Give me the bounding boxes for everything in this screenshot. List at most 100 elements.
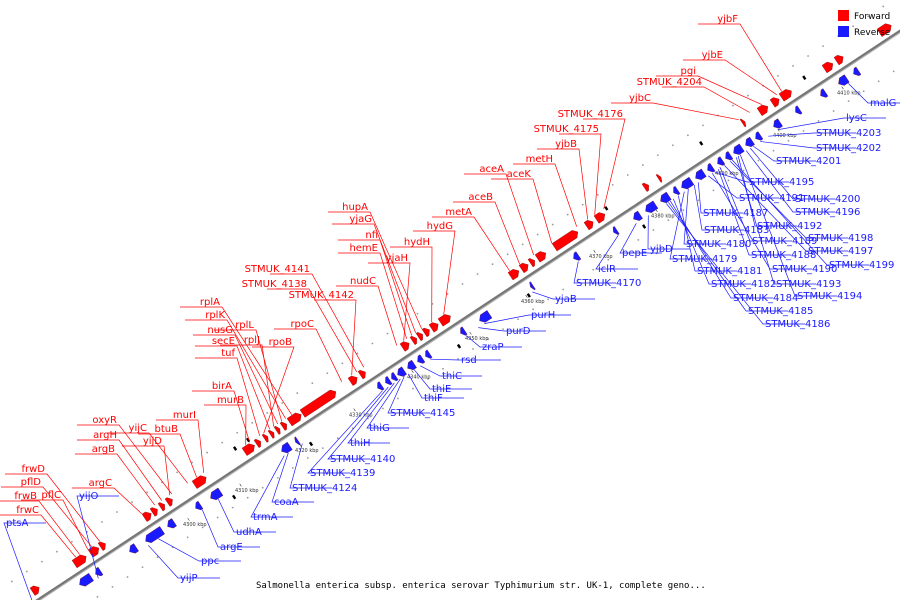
forward-label: STMUK_4176 <box>558 109 623 120</box>
reverse-dot <box>817 120 820 122</box>
forward-label: argH <box>93 430 117 441</box>
forward-leader <box>491 178 553 244</box>
forward-gene <box>769 97 780 108</box>
reverse-dot <box>547 298 550 301</box>
reverse-dot <box>892 70 895 73</box>
reverse-gene <box>745 136 755 147</box>
forward-label: frwB <box>14 491 37 502</box>
forward-gene-shape <box>261 433 269 443</box>
forward-label: oxyR <box>92 415 117 426</box>
reverse-leader <box>732 159 869 266</box>
reverse-gene-shape <box>695 168 707 180</box>
forward-label: murB <box>217 395 244 406</box>
forward-leader <box>156 419 205 473</box>
reverse-label: STMUK_4188 <box>751 250 816 261</box>
tick-label: 4370 kbp <box>589 254 613 260</box>
reverse-label: STMUK_4181 <box>697 266 762 277</box>
reverse-gene-shape <box>385 376 393 386</box>
tick-mark <box>299 444 302 447</box>
forward-leader <box>513 163 578 227</box>
reverse-label: STMUK_4187 <box>703 208 768 219</box>
reverse-dot <box>832 110 835 112</box>
forward-dot <box>702 124 704 127</box>
forward-leader <box>464 173 535 256</box>
forward-leader <box>338 239 413 336</box>
reverse-dot <box>397 397 399 400</box>
forward-gene <box>357 370 366 380</box>
reverse-label: STMUK_4193 <box>776 279 841 290</box>
reverse-dot <box>276 476 279 479</box>
reverse-label: trmA <box>253 512 278 523</box>
forward-label: rpoC <box>290 319 314 330</box>
forward-dot <box>266 412 269 414</box>
forward-gene-shape <box>534 251 547 263</box>
reverse-dot <box>787 139 790 142</box>
forward-dot <box>641 164 644 166</box>
forward-gene <box>641 182 649 192</box>
forward-label: aceA <box>479 164 504 175</box>
forward-gene-shape <box>97 541 106 551</box>
forward-gene-shape <box>141 511 152 522</box>
reverse-dot <box>532 308 535 311</box>
reverse-gene <box>725 151 734 161</box>
reverse-label: lysC <box>846 113 867 124</box>
reverse-gene <box>795 105 803 115</box>
reverse-dot <box>862 90 865 93</box>
forward-label: nfi <box>365 230 378 241</box>
forward-gene <box>399 341 410 352</box>
reverse-gene-shape <box>129 543 139 554</box>
reverse-leader <box>347 382 395 444</box>
reverse-gene-shape <box>820 88 829 98</box>
forward-gene <box>273 425 281 435</box>
reverse-leader <box>739 154 837 297</box>
reverse-gene <box>681 176 695 190</box>
forward-label: STMUK_4138 <box>242 279 307 290</box>
forward-gene <box>149 507 158 517</box>
reverse-leader <box>666 203 805 325</box>
reverse-gene-shape <box>681 176 695 190</box>
reverse-dot <box>126 576 129 578</box>
forward-gene-shape <box>267 429 275 439</box>
forward-gene-shape <box>399 341 410 352</box>
reverse-dot <box>427 377 429 380</box>
reverse-label: udhA <box>236 527 262 538</box>
tick-mark <box>525 294 528 298</box>
reverse-gene <box>479 310 493 323</box>
forward-dot <box>446 293 449 295</box>
forward-gene-shape <box>507 269 520 281</box>
forward-dot <box>176 471 178 474</box>
forward-gene <box>261 433 269 443</box>
forward-leader <box>107 432 188 484</box>
forward-label: secE <box>212 336 235 347</box>
forward-gene-shape <box>527 258 535 268</box>
reverse-leader <box>595 235 638 270</box>
forward-label: frwC <box>16 505 39 516</box>
reverse-leader <box>289 443 332 489</box>
forward-gene <box>534 251 547 263</box>
tick-label: 4310 kbp <box>235 488 259 494</box>
forward-leader <box>21 499 89 550</box>
reverse-dot <box>216 516 219 519</box>
forward-dot <box>40 560 43 563</box>
forward-gene-shape <box>518 262 529 274</box>
forward-gene-shape <box>739 118 747 128</box>
forward-label: aceB <box>468 192 493 203</box>
forward-label: yijC <box>129 423 147 434</box>
reverse-dot <box>622 248 625 251</box>
reverse-gene-shape <box>612 226 620 235</box>
reverse-dot <box>306 457 309 459</box>
forward-leader <box>390 246 433 323</box>
tick-label: 4350 kbp <box>465 336 489 342</box>
forward-dot <box>206 451 209 454</box>
reverse-gene-shape <box>660 191 672 204</box>
forward-gene <box>253 438 261 448</box>
forward-dot <box>611 183 614 186</box>
reverse-label: yijP <box>180 573 198 584</box>
reverse-label: STMUK_4184 <box>733 293 798 304</box>
legend-reverse-label: Reverse <box>854 28 891 38</box>
reverse-label: coaA <box>274 497 299 508</box>
position-ticks: 4300 kbp 4310 kbp 4320 kbp 4330 kbp 4340 kbp… <box>183 86 861 528</box>
forward-label: frwD <box>21 464 45 475</box>
forward-leader <box>0 514 76 558</box>
